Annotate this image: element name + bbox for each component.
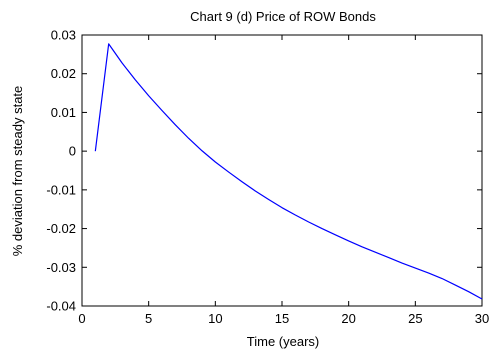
y-tick-label: -0.01 — [46, 182, 76, 197]
x-tick-label: 15 — [275, 311, 289, 326]
x-tick-label: 30 — [475, 311, 489, 326]
y-tick-label: -0.02 — [46, 221, 76, 236]
x-tick-label: 10 — [208, 311, 222, 326]
chart-title: Chart 9 (d) Price of ROW Bonds — [190, 9, 376, 24]
y-tick-label: 0 — [69, 144, 76, 159]
x-tick-label: 5 — [145, 311, 152, 326]
y-tick-label: -0.03 — [46, 260, 76, 275]
x-axis-title: Time (years) — [247, 334, 319, 349]
y-tick-label: 0.03 — [51, 28, 76, 43]
y-axis: 0.03 0.02 0.01 0 -0.01 -0.02 -0.03 -0.04 — [46, 28, 482, 314]
y-tick-label: -0.04 — [46, 299, 76, 314]
series-layer — [94, 43, 483, 300]
x-tick-label: 20 — [341, 311, 355, 326]
x-axis: 0 5 10 15 20 25 30 — [78, 35, 489, 326]
y-tick-label: 0.01 — [51, 105, 76, 120]
y-axis-title: % deviation from steady state — [10, 86, 25, 257]
y-tick-label: 0.02 — [51, 66, 76, 81]
x-tick-label: 0 — [78, 311, 85, 326]
series-line — [94, 43, 483, 300]
x-tick-label: 25 — [408, 311, 422, 326]
